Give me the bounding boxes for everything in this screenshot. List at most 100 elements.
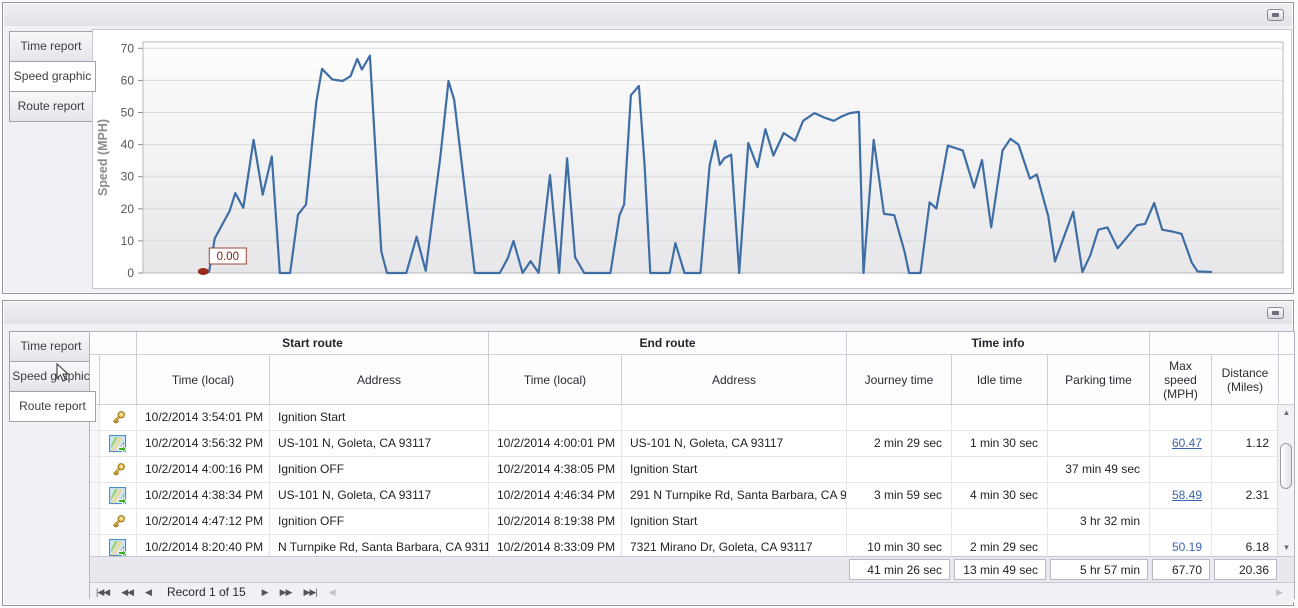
cell-journey (847, 405, 952, 430)
cell-journey: 2 min 29 sec (847, 431, 952, 456)
summary-journey: 41 min 26 sec (849, 559, 950, 580)
cell-end-time: 10/2/2014 4:46:34 PM (489, 483, 622, 508)
cell-start-address: Ignition OFF (270, 457, 489, 482)
cell-icon (100, 457, 137, 482)
cell-max-speed (1150, 509, 1212, 534)
scroll-up-button[interactable]: ▲ (1282, 408, 1291, 417)
route-report-panel: Time report Speed graphic Route report S… (2, 300, 1295, 606)
column-header-blank (90, 355, 100, 405)
column-header-start-address[interactable]: Address (270, 355, 489, 405)
max-speed-link[interactable]: 50.19 (1171, 540, 1202, 554)
table-row[interactable]: 10/2/2014 4:47:12 PM Ignition OFF 10/2/201… (90, 509, 1294, 535)
summary-idle: 13 min 49 sec (954, 559, 1046, 580)
cell-journey (847, 457, 952, 482)
grid-group-header-row: Start route End route Time info (90, 332, 1294, 355)
cell-end-address: US-101 N, Goleta, CA 93117 (622, 431, 847, 456)
hscroll-right-arrow[interactable]: ▶ (1276, 587, 1283, 597)
maximize-button[interactable] (1267, 307, 1284, 319)
cell-start-time: 10/2/2014 4:47:12 PM (137, 509, 270, 534)
route-map-icon (109, 486, 127, 505)
column-header-start-time[interactable]: Time (local) (137, 355, 270, 405)
cell-end-time: 10/2/2014 8:19:38 PM (489, 509, 622, 534)
cell-parking (1048, 483, 1150, 508)
header-filler (1279, 355, 1295, 405)
tab-speed-graphic[interactable]: Speed graphic (9, 61, 96, 92)
vertical-scrollbar[interactable]: ▲ ▼ (1277, 405, 1294, 556)
cell-idle (952, 405, 1048, 430)
cell-distance: 2.31 (1212, 483, 1279, 508)
tab-route-report[interactable]: Route report (9, 91, 93, 122)
cell-distance: 1.12 (1212, 431, 1279, 456)
column-header-distance[interactable]: Distance (Miles) (1212, 355, 1279, 405)
nav-prev-button[interactable]: ◀ (145, 587, 152, 598)
y-tick-label: 0 (127, 266, 134, 280)
tab-time-report[interactable]: Time report (9, 331, 93, 362)
panel-titlebar (4, 302, 1292, 324)
nav-prev-page-button[interactable]: ◀◀ (121, 587, 134, 598)
cell-max-speed (1150, 457, 1212, 482)
column-header-idle[interactable]: Idle time (952, 355, 1048, 405)
cell-start-time: 10/2/2014 3:56:32 PM (137, 431, 270, 456)
cell-icon (100, 405, 137, 430)
table-row[interactable]: 10/2/2014 4:38:34 PM US-101 N, Goleta, CA… (90, 483, 1294, 509)
cell-start-address: Ignition Start (270, 405, 489, 430)
table-row[interactable]: 10/2/2014 4:00:16 PM Ignition OFF 10/2/201… (90, 457, 1294, 483)
cell-idle: 1 min 30 sec (952, 431, 1048, 456)
scroll-down-button[interactable]: ▼ (1282, 543, 1291, 552)
y-tick-label: 40 (121, 138, 135, 152)
column-header-parking[interactable]: Parking time (1048, 355, 1150, 405)
cell-parking (1048, 535, 1150, 556)
table-row[interactable]: 10/2/2014 3:54:01 PM Ignition Start (90, 405, 1294, 431)
cell-idle (952, 457, 1048, 482)
hscroll-left-arrow[interactable]: ◀ (328, 587, 336, 598)
max-speed-link[interactable]: 58.49 (1171, 488, 1202, 502)
route-map-icon (109, 538, 127, 556)
cell-end-address: 291 N Turnpike Rd, Santa Barbara, CA 931… (622, 483, 847, 508)
column-header-end-address[interactable]: Address (622, 355, 847, 405)
tab-time-report[interactable]: Time report (9, 31, 93, 62)
cell-idle (952, 509, 1048, 534)
record-count-label: Record 1 of 15 (166, 585, 246, 600)
tab-route-report[interactable]: Route report (9, 391, 96, 422)
cell-start-time: 10/2/2014 4:38:34 PM (137, 483, 270, 508)
table-row[interactable]: 10/2/2014 3:56:32 PM US-101 N, Goleta, CA… (90, 431, 1294, 457)
cell-start-address: US-101 N, Goleta, CA 93117 (270, 431, 489, 456)
group-header-start-route: Start route (137, 332, 489, 355)
cell-end-address: Ignition Start (622, 457, 847, 482)
column-header-end-time[interactable]: Time (local) (489, 355, 622, 405)
cell-indicator (90, 535, 100, 556)
cell-start-address: US-101 N, Goleta, CA 93117 (270, 483, 489, 508)
route-map-icon (109, 434, 127, 453)
summary-parking: 5 hr 57 min (1050, 559, 1148, 580)
group-header-blank (1150, 332, 1279, 355)
grid-column-header-row: Time (local) Address Time (local) Address Jo… (90, 355, 1294, 405)
nav-next-button[interactable]: ▶ (261, 587, 269, 598)
cell-icon (100, 535, 137, 556)
cell-indicator (90, 509, 100, 534)
max-speed-link[interactable]: 60.47 (1171, 436, 1202, 450)
cell-icon (100, 483, 137, 508)
cell-journey (847, 509, 952, 534)
ignition-key-icon (112, 463, 125, 476)
cell-end-time: 10/2/2014 4:38:05 PM (489, 457, 622, 482)
cell-end-time: 10/2/2014 4:00:01 PM (489, 431, 622, 456)
column-header-journey[interactable]: Journey time (847, 355, 952, 405)
cell-journey: 3 min 59 sec (847, 483, 952, 508)
nav-next-page-button[interactable]: ▶▶ (279, 587, 293, 598)
cell-indicator (90, 431, 100, 456)
tab-speed-graphic[interactable]: Speed graphic (9, 361, 93, 392)
cell-start-time: 10/2/2014 3:54:01 PM (137, 405, 270, 430)
nav-last-button[interactable]: ▶▶| (303, 587, 317, 598)
table-row[interactable]: 10/2/2014 8:20:40 PM N Turnpike Rd, Santa… (90, 535, 1294, 556)
column-header-max-speed[interactable]: Max speed (MPH) (1150, 355, 1212, 405)
y-tick-label: 20 (121, 202, 135, 216)
marker-label: 0.00 (217, 251, 239, 263)
y-axis-title: Speed (MPH) (96, 119, 110, 196)
cell-max-speed: 60.47 (1150, 431, 1212, 456)
speed-chart-container: 0 10 20 30 40 50 60 70 Speed (MPH) 0.00 (92, 29, 1292, 289)
cell-end-address: Ignition Start (622, 509, 847, 534)
maximize-button[interactable] (1267, 9, 1284, 21)
scrollbar-thumb[interactable] (1280, 443, 1292, 489)
nav-first-button[interactable]: |◀◀ (96, 587, 110, 598)
cell-indicator (90, 483, 100, 508)
